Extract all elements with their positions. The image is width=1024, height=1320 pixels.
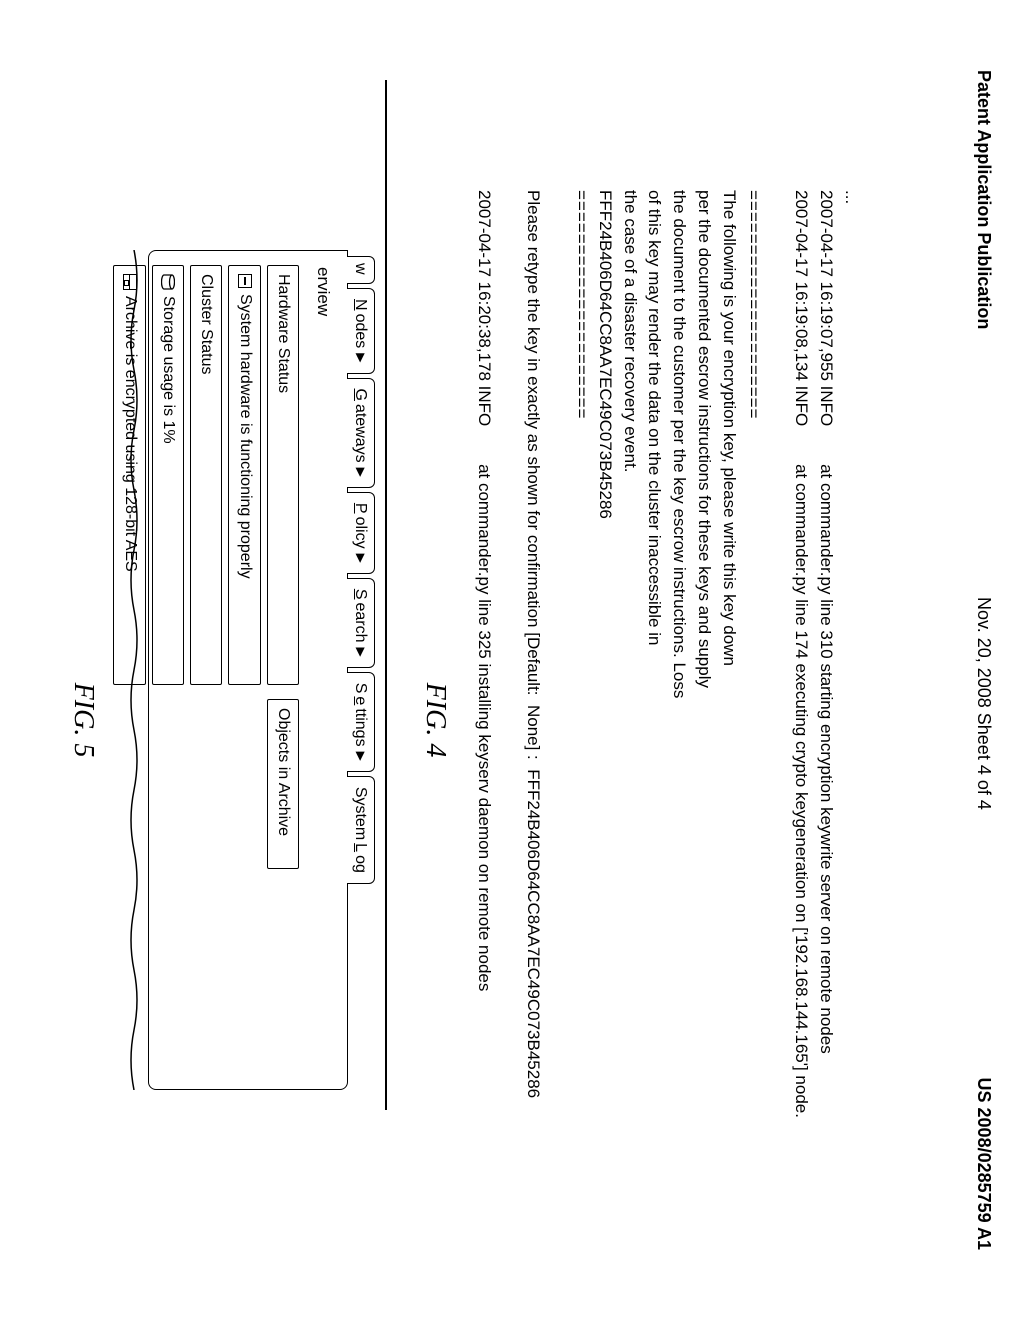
storage-usage-label: Storage usage is 1% [157, 296, 179, 444]
storage-usage-box: Storage usage is 1% [152, 265, 184, 685]
log-ts-1: 2007-04-17 16:19:07,955 INFO [817, 190, 836, 426]
caret-icon: ▶ [352, 554, 369, 563]
objects-in-archive-label: Objects in Archive [272, 708, 294, 836]
tab-w-label: w [349, 263, 371, 275]
tab-systemlog-underline: L [349, 843, 371, 852]
caret-icon: ▶ [352, 648, 369, 657]
log-ellipsis: ... [839, 190, 863, 1250]
instruction-2: per the documented escrow instructions f… [692, 190, 716, 1250]
cluster-status-box: Cluster Status [190, 265, 222, 685]
divider-bottom: ===================== [569, 190, 593, 1250]
instruction-4: of this key may render the data on the c… [643, 190, 667, 1250]
instruction-1: The following is your encryption key, pl… [717, 190, 741, 1250]
caret-icon: ▶ [352, 353, 369, 362]
fig5-label: FIG. 5 [64, 190, 103, 1250]
header-center: Nov. 20, 2008 Sheet 4 of 4 [973, 597, 994, 810]
panel-body: erview Hardware Status Objects in Archiv… [148, 250, 348, 1090]
tab-gateways[interactable]: Gateways ▶ [347, 378, 375, 488]
tab-settings-pre: S [349, 683, 371, 694]
fig4-label: FIG. 4 [415, 190, 454, 1250]
divider-top: ===================== [741, 190, 765, 1250]
fig4-separator [385, 80, 387, 1110]
overview-label-cut: erview [311, 267, 335, 1075]
tab-policy-rest: olicy [349, 517, 371, 549]
instruction-5: the case of a disaster recovery event. [618, 190, 642, 1250]
tab-search[interactable]: Search ▶ [347, 578, 375, 668]
log-line-2: 2007-04-17 16:19:08,134 INFO at commande… [790, 190, 814, 1250]
tab-nodes-rest: odes [349, 314, 371, 349]
disk-icon [161, 274, 175, 290]
log-line-3: 2007-04-17 16:20:38,178 INFO at commande… [473, 190, 497, 1250]
archive-icon [123, 274, 137, 290]
instruction-block: The following is your encryption key, pl… [618, 190, 741, 1250]
status-ok-icon [238, 274, 252, 288]
log-ts-3: 2007-04-17 16:20:38,178 INFO [475, 190, 494, 426]
encryption-key: FFF24B406D64CC8AA7EC49C073B45286 [593, 190, 617, 1250]
tab-policy-underline: P [349, 503, 371, 514]
panel-torn-edge [128, 250, 142, 1090]
tab-bar: w Nodes ▶ Gateways ▶ Policy ▶ Search ▶ Se tti… [347, 256, 375, 1090]
log-msg-3: at commander.py line 325 installing keys… [475, 464, 494, 991]
status-panel: w Nodes ▶ Gateways ▶ Policy ▶ Search ▶ Se tti… [148, 250, 375, 1090]
tab-policy[interactable]: Policy ▶ [347, 492, 375, 574]
log-msg-2: at commander.py line 174 executing crypt… [792, 464, 811, 1118]
hardware-status-label: Hardware Status [272, 274, 294, 393]
tab-search-rest: earch [349, 602, 371, 642]
log-line-1: 2007-04-17 16:19:07,955 INFO at commande… [814, 190, 838, 1250]
header-right: US 2008/0285759 A1 [973, 1078, 994, 1250]
tab-systemlog-pre: System [349, 787, 371, 840]
tab-system-log[interactable]: System Log [347, 776, 375, 884]
hardware-status-box: Hardware Status [267, 265, 299, 685]
caret-icon: ▶ [352, 752, 369, 761]
retype-prompt: Please retype the key in exactly as show… [521, 190, 545, 1250]
system-hardware-box: System hardware is functioning properly [228, 265, 260, 685]
tab-settings[interactable]: Se ttings ▶ [347, 672, 375, 772]
page-header: Patent Application Publication Nov. 20, … [963, 0, 1024, 1320]
cluster-status-label: Cluster Status [195, 274, 217, 374]
tab-settings-underline: e [349, 696, 371, 705]
tab-gateways-rest: ateways [349, 404, 371, 463]
header-left: Patent Application Publication [973, 70, 994, 329]
log-ts-2: 2007-04-17 16:19:08,134 INFO [792, 190, 811, 426]
instruction-3: the document to the customer per the key… [667, 190, 691, 1250]
caret-icon: ▶ [352, 468, 369, 477]
objects-in-archive-box: Objects in Archive [267, 699, 299, 869]
tab-search-underline: S [349, 589, 371, 600]
tab-systemlog-rest: og [349, 855, 371, 873]
tab-gateways-underline: G [349, 389, 371, 401]
tab-settings-rest: ttings [349, 708, 371, 746]
log-msg-1: at commander.py line 310 starting encryp… [817, 464, 836, 1054]
tab-nodes-underline: N [349, 299, 371, 311]
tab-w[interactable]: w [347, 256, 375, 284]
tab-nodes[interactable]: Nodes ▶ [347, 288, 375, 374]
system-hardware-label: System hardware is functioning properly [233, 294, 255, 579]
